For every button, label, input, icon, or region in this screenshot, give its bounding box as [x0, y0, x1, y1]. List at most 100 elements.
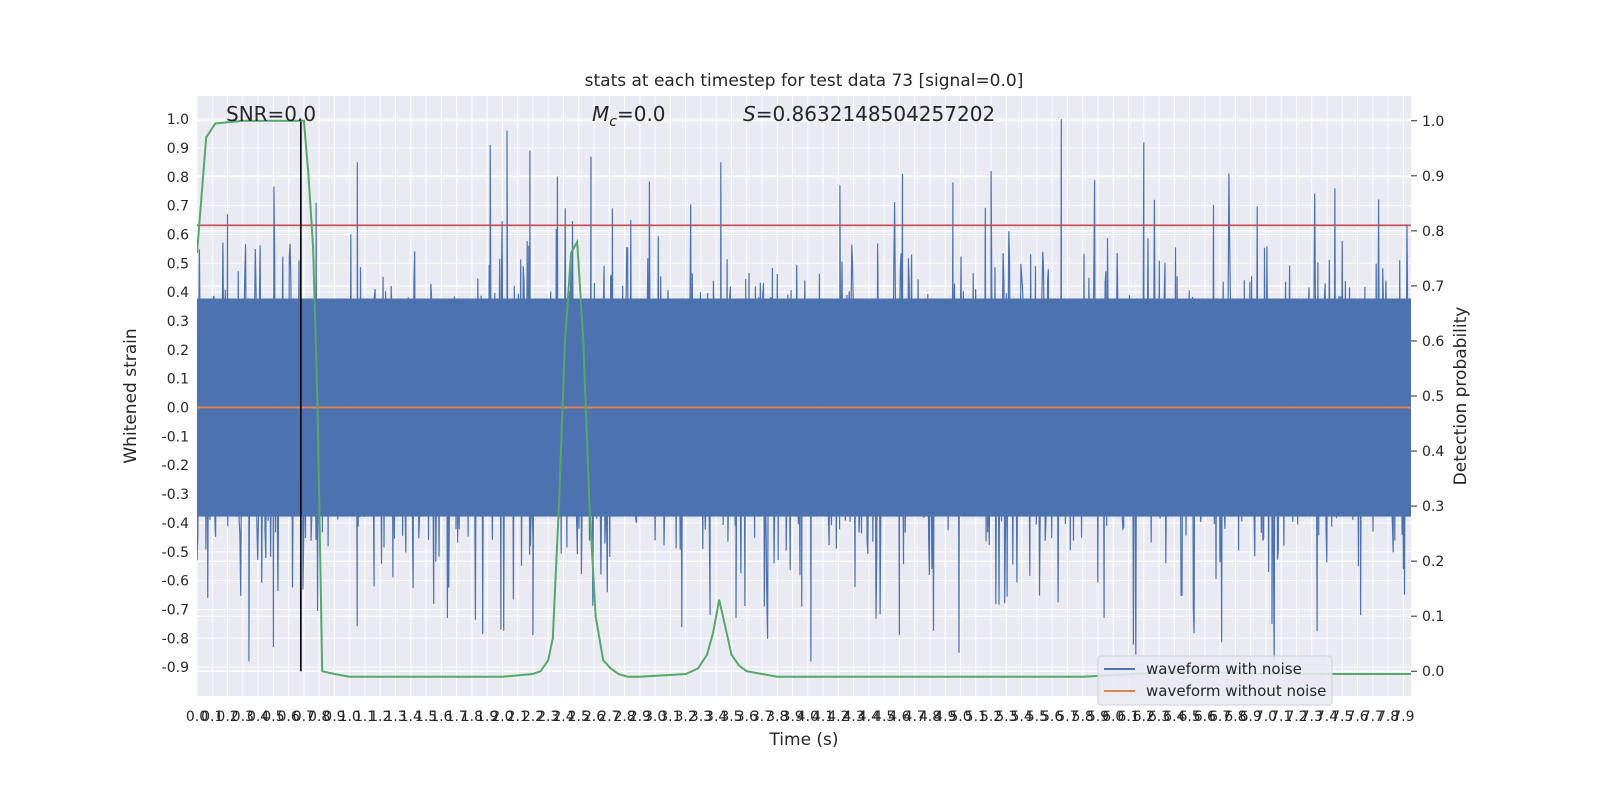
y-tick-label: 0.3	[167, 314, 189, 330]
x-tick-label: 3.9	[781, 709, 803, 725]
chirp-mass-symbol: M	[592, 102, 609, 126]
x-tick-label: 3.3	[690, 709, 712, 725]
chart-title: stats at each timestep for test data 73 …	[585, 71, 1024, 91]
legend-label-noise: waveform with noise	[1146, 660, 1302, 678]
x-tick-label: 6.8	[1224, 709, 1246, 725]
y-tick-label: -0.8	[162, 631, 189, 647]
x-tick-label: 4.1	[812, 709, 834, 725]
y2-tick-label: 0.2	[1422, 554, 1444, 570]
threshold-and-marker-lines	[197, 120, 1411, 672]
y-tick-label: 0.7	[167, 199, 189, 215]
y2-tick-label: 0.3	[1422, 499, 1444, 515]
x-tick-label: 6.0	[1102, 709, 1124, 725]
snr-annotation: SNR=0.0	[226, 102, 316, 126]
y-tick-label: 0.8	[167, 170, 189, 186]
legend-box	[1097, 655, 1333, 706]
right-y-axis-ticks: 0.0 0.1 0.2 0.3 0.4 0.5 0.6 0.7 0.8 0.9 1.0	[1411, 114, 1444, 680]
x-tick-label: 6.3	[1148, 709, 1170, 725]
score-annotation: S=0.8632148504257202	[743, 102, 995, 126]
y-tick-label: 0.1	[167, 372, 189, 388]
y2-tick-label: 0.0	[1422, 664, 1444, 680]
x-tick-label: 3.2	[675, 709, 697, 725]
y-tick-label: 0.9	[167, 141, 189, 157]
x-tick-label: 3.6	[736, 709, 758, 725]
x-tick-label: 2.8	[613, 709, 635, 725]
x-tick-label: 5.6	[1041, 709, 1063, 725]
x-tick-label: 4.3	[842, 709, 864, 725]
x-axis-label: Time (s)	[768, 730, 838, 750]
x-tick-label: 6.7	[1209, 709, 1231, 725]
x-tick-label: 2.5	[568, 709, 590, 725]
x-tick-label: 5.4	[1010, 709, 1032, 725]
y-tick-label: -0.9	[162, 660, 189, 676]
x-tick-label: 0.4	[247, 709, 269, 725]
detection-probability-series	[197, 119, 1411, 678]
y2-tick-label: 0.9	[1422, 169, 1444, 185]
x-tick-label: 2.7	[598, 709, 620, 725]
y-tick-label: 0.4	[167, 285, 189, 301]
y-tick-label: 0.2	[167, 343, 189, 359]
x-tick-label: 0.3	[232, 709, 254, 725]
y-tick-label: 0.0	[167, 401, 189, 417]
y2-tick-label: 0.5	[1422, 389, 1444, 405]
x-tick-label: 3.7	[751, 709, 773, 725]
x-tick-label: 5.8	[1072, 709, 1094, 725]
y2-tick-label: 1.0	[1422, 114, 1444, 130]
x-tick-label: 4.4	[858, 709, 880, 725]
x-tick-label: 1.2	[369, 709, 391, 725]
y2-tick-label: 0.7	[1422, 279, 1444, 295]
y-tick-label: -0.7	[162, 602, 189, 618]
y-tick-label: 1.0	[167, 112, 189, 128]
x-tick-label: 2.6	[583, 709, 605, 725]
x-tick-label: 1.6	[430, 709, 452, 725]
y2-tick-label: 0.6	[1422, 334, 1444, 350]
y-tick-label: -0.3	[162, 487, 189, 503]
x-tick-label: 1.4	[400, 709, 422, 725]
right-y-axis-label: Detection probability	[1451, 307, 1471, 486]
x-tick-label: 1.9	[476, 709, 498, 725]
x-tick-label: 3.1	[659, 709, 681, 725]
y2-tick-label: 0.4	[1422, 444, 1444, 460]
y-tick-label: 0.6	[167, 227, 189, 243]
noise-waveform-line	[197, 119, 1411, 662]
x-tick-label: 4.6	[888, 709, 910, 725]
x-tick-label: 7.5	[1331, 709, 1353, 725]
x-tick-label: 6.2	[1133, 709, 1155, 725]
x-tick-label: 0.6	[277, 709, 299, 725]
x-tick-label: 4.5	[873, 709, 895, 725]
y2-tick-label: 0.1	[1422, 609, 1444, 625]
x-tick-label: 7.1	[1270, 709, 1292, 725]
y2-tick-label: 0.8	[1422, 224, 1444, 240]
y-tick-label: 0.5	[167, 256, 189, 272]
x-tick-label: 3.8	[766, 709, 788, 725]
x-tick-label: 6.6	[1194, 709, 1216, 725]
x-tick-label: 5.0	[949, 709, 971, 725]
x-tick-label: 7.9	[1392, 709, 1414, 725]
x-tick-label: 2.0	[491, 709, 513, 725]
x-tick-label: 2.3	[537, 709, 559, 725]
x-axis-ticks: 0.00.10.20.30.40.50.60.70.80.91.01.11.21…	[186, 709, 1415, 725]
legend-label-clean: waveform without noise	[1146, 682, 1326, 700]
x-tick-label: 1.5	[415, 709, 437, 725]
x-tick-label: 6.9	[1240, 709, 1262, 725]
score-symbol: S	[743, 102, 756, 126]
x-tick-label: 0.9	[323, 709, 345, 725]
chirp-mass-subscript: c	[609, 114, 617, 130]
x-tick-label: 5.9	[1087, 709, 1109, 725]
x-tick-label: 2.2	[522, 709, 544, 725]
x-tick-label: 0.8	[308, 709, 330, 725]
x-tick-label: 3.4	[705, 709, 727, 725]
x-tick-label: 1.1	[354, 709, 376, 725]
chirp-mass-annotation: Mc=0.0	[592, 102, 666, 130]
x-tick-label: 0.5	[262, 709, 284, 725]
x-tick-label: 3.0	[644, 709, 666, 725]
x-tick-label: 1.3	[384, 709, 406, 725]
x-tick-label: 4.8	[919, 709, 941, 725]
x-tick-label: 7.6	[1346, 709, 1368, 725]
y-tick-label: -0.2	[162, 458, 189, 474]
x-tick-label: 7.0	[1255, 709, 1277, 725]
x-tick-label: 2.9	[629, 709, 651, 725]
x-tick-label: 7.2	[1285, 709, 1307, 725]
y-tick-label: -0.4	[162, 516, 189, 532]
